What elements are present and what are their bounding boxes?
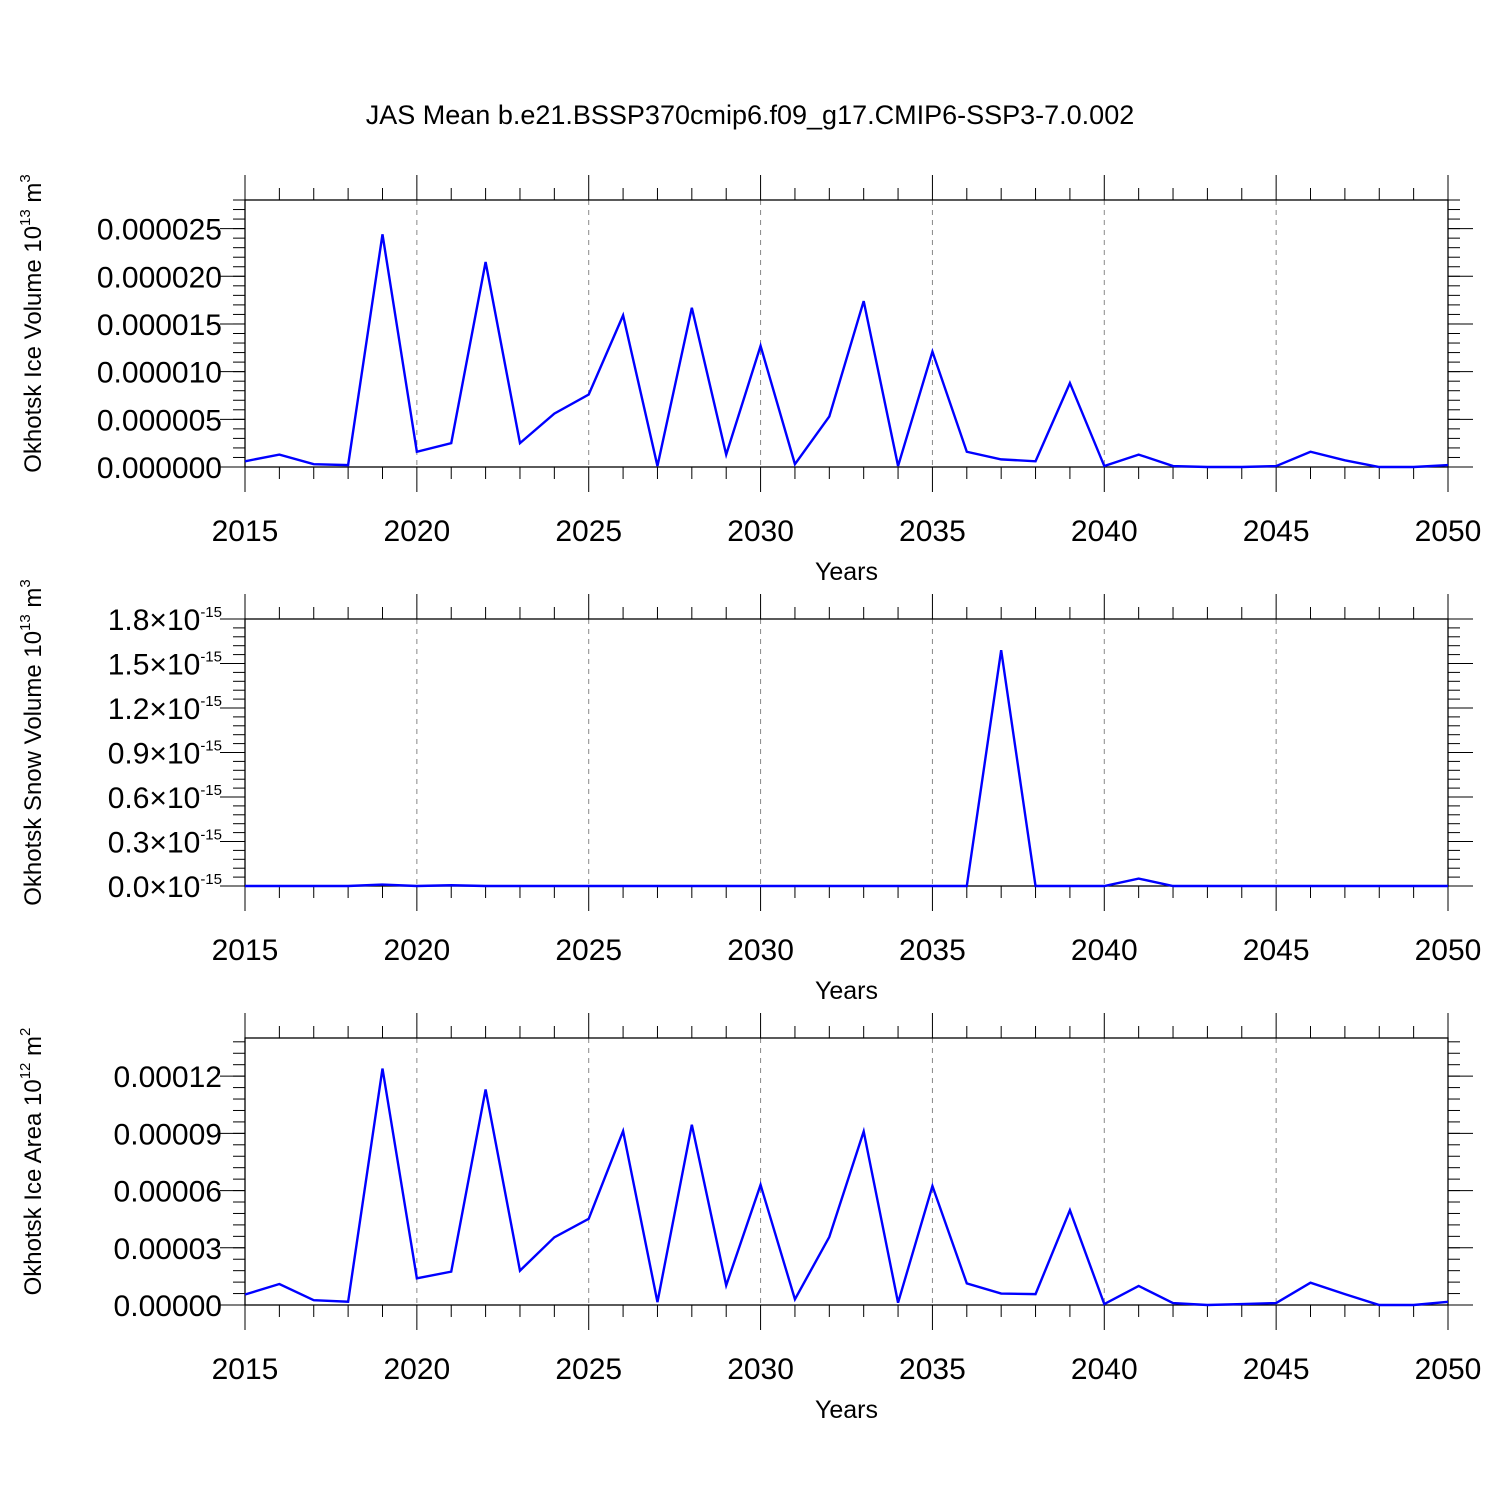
x-tick-label: 2050 [1415, 515, 1482, 548]
x-tick-label: 2050 [1415, 934, 1482, 967]
x-tick-label: 2035 [899, 515, 966, 548]
y-tick-label: 0.000025 [97, 214, 222, 247]
y-axis-label: Okhotsk Ice Volume 1013 m3 [17, 174, 47, 473]
y-tick-label: 0.00009 [114, 1118, 222, 1151]
x-tick-label: 2030 [727, 934, 794, 967]
x-tick-label: 2025 [555, 515, 622, 548]
y-tick-label: 0.0×10-15 [108, 871, 222, 904]
y-tick-label: 1.2×10-15 [108, 693, 222, 726]
x-tick-label: 2030 [727, 1353, 794, 1386]
y-tick-label: 0.00012 [114, 1061, 222, 1094]
x-tick-label: 2035 [899, 934, 966, 967]
y-tick-label: 1.5×10-15 [108, 649, 222, 682]
chart-panel-3: 2015 2020 2025 2030 2035 2040 2045 2050 0.00000 0… [17, 1013, 1481, 1424]
y-tick-label: 0.9×10-15 [108, 738, 222, 771]
plot-frame [244, 1037, 1449, 1306]
x-tick-label: 2040 [1071, 1353, 1138, 1386]
x-tick-label: 2045 [1243, 934, 1310, 967]
y-tick-label: 0.000010 [97, 357, 222, 390]
y-tick-label: 0.3×10-15 [108, 827, 222, 860]
y-tick-label: 0.00000 [114, 1290, 222, 1323]
series-line [245, 649, 1448, 888]
y-tick-label: 0.00006 [114, 1176, 222, 1209]
x-tick-label: 2035 [899, 1353, 966, 1386]
x-axis-label: Years [815, 558, 878, 586]
panels: 2015 2020 2025 2030 2035 2040 2045 20500.000000… [17, 174, 1481, 1424]
y-tick-label: 0.000015 [97, 309, 222, 342]
y-tick-label: 0.000020 [97, 261, 222, 294]
x-tick-label: 2020 [383, 1353, 450, 1386]
y-tick-label: 0.00003 [114, 1233, 222, 1266]
y-tick-label: 1.8×10-15 [108, 604, 222, 637]
x-tick-label: 2045 [1243, 515, 1310, 548]
series-line [244, 1068, 1449, 1307]
y-tick-label: 0.6×10-15 [108, 782, 222, 815]
x-tick-label: 2025 [555, 1353, 622, 1386]
y-axis-label: Okhotsk Snow Volume 1013 m3 [17, 579, 47, 906]
x-tick-label: 2015 [212, 934, 279, 967]
x-tick-label: 2050 [1415, 1353, 1482, 1386]
y-axis-label: Okhotsk Ice Area 1012 m2 [17, 1028, 47, 1296]
chart-panel-1: 2015 2020 2025 2030 2035 2040 2045 2050 0.000000… [17, 174, 1481, 586]
x-tick-label: 2020 [383, 515, 450, 548]
x-tick-label: 2015 [212, 515, 279, 548]
chart-panel-2: 2015 2020 2025 2030 2035 2040 2045 2050 0.0×10-1… [17, 579, 1481, 1005]
x-tick-label: 2045 [1243, 1353, 1310, 1386]
x-tick-label: 2040 [1071, 515, 1138, 548]
series-line [244, 234, 1449, 469]
x-tick-label: 2025 [555, 934, 622, 967]
y-tick-label: 0.000005 [97, 404, 222, 437]
x-tick-label: 2015 [212, 1353, 279, 1386]
x-axis-label: Years [815, 1396, 878, 1424]
x-tick-label: 2030 [727, 515, 794, 548]
figure-title: JAS Mean b.e21.BSSP370cmip6.f09_g17.CMIP… [366, 100, 1134, 130]
x-axis-label: Years [815, 977, 878, 1005]
plot-frame [244, 199, 1449, 468]
x-tick-label: 2020 [383, 934, 450, 967]
x-tick-label: 2040 [1071, 934, 1138, 967]
plot-frame [244, 618, 1449, 887]
y-tick-label: 0.000000 [97, 452, 222, 485]
